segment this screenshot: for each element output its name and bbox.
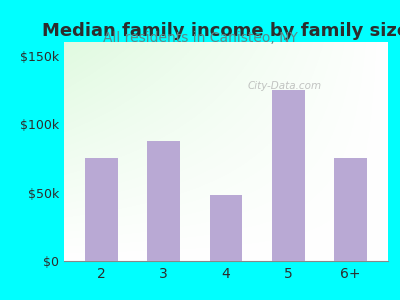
Bar xyxy=(210,195,242,261)
Text: City-Data.com: City-Data.com xyxy=(247,81,321,91)
Text: All residents in Canisteo, NY: All residents in Canisteo, NY xyxy=(102,32,298,46)
Bar xyxy=(85,158,118,261)
Bar xyxy=(148,140,180,261)
Bar xyxy=(334,158,367,261)
Title: Median family income by family size: Median family income by family size xyxy=(42,22,400,40)
Bar xyxy=(272,90,304,261)
